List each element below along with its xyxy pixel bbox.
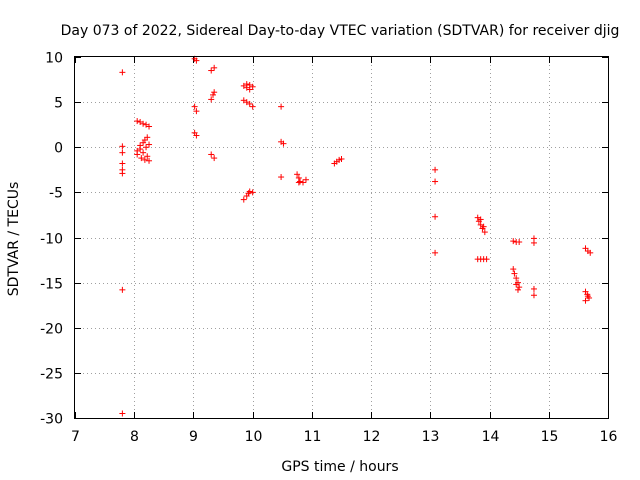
y-tick-label: 0 [54,141,63,157]
data-point [208,67,215,74]
data-point [143,144,150,151]
data-point [432,178,439,185]
y-tick-label: -10 [40,232,63,248]
y-tick-label: -5 [49,186,63,202]
data-point [208,96,215,103]
data-point [511,270,518,277]
data-point [530,285,537,292]
y-tick-label: -30 [40,412,63,428]
data-point [481,229,488,236]
data-point [138,155,145,162]
data-point [119,149,126,156]
data-point [119,160,126,167]
data-point [193,132,200,139]
x-tick-label: 12 [363,429,381,445]
grid-layer [75,57,608,418]
data-point [513,281,520,288]
data-point [278,103,285,110]
data-point [193,57,200,64]
x-tick-label: 8 [130,429,139,445]
data-point [146,123,153,130]
data-point [246,188,253,195]
data-point [243,81,250,88]
data-point [211,89,218,96]
data-point [246,100,253,107]
points-layer [119,55,594,417]
data-point [144,134,151,141]
data-point [119,143,126,150]
y-tick-label: 5 [54,96,63,112]
data-point [432,166,439,173]
data-point [240,196,247,203]
x-tick-label: 9 [189,429,198,445]
y-tick-label: -25 [40,367,63,383]
data-point [191,103,198,110]
y-tick-label: -15 [40,277,63,293]
data-point [278,174,285,181]
data-point [249,103,256,110]
data-point [483,256,490,263]
y-tick-label: 10 [45,51,63,67]
x-tick-label: 10 [245,429,263,445]
x-tick-label: 14 [482,429,500,445]
plot-frame [74,56,609,419]
data-point [119,410,126,417]
data-point [141,156,148,163]
x-tick-label: 15 [541,429,559,445]
data-point [211,155,218,162]
data-point [140,120,147,127]
data-point [280,140,287,147]
data-point [516,239,523,246]
chart-title: Day 073 of 2022, Sidereal Day-to-day VTE… [61,23,620,39]
data-point [477,216,484,223]
data-point [146,157,153,164]
data-point [193,108,200,115]
axes-layer: 7 8 9 10 11 12 13 14 15 16 -30 -25 -20 -15 -10 -5 0 5 10 [40,51,617,446]
data-point [295,179,302,186]
x-tick-label: 11 [304,429,322,445]
data-point [211,64,218,71]
data-point [246,81,253,88]
data-point [587,249,594,256]
data-point [432,249,439,256]
y-axis-title: SDTVAR / TECUs [6,182,22,297]
data-point [294,171,301,178]
data-point [119,286,126,293]
x-tick-label: 13 [422,429,440,445]
data-point [510,266,517,273]
data-point [432,213,439,220]
data-point [119,170,126,177]
data-point [513,275,520,282]
data-point [338,155,345,162]
x-tick-label: 16 [600,429,618,445]
data-point [144,153,151,160]
data-point [140,149,147,156]
data-point [584,293,591,300]
x-tick-label: 7 [71,429,80,445]
data-point [514,286,521,293]
data-point [302,176,309,183]
y-tick-label: -20 [40,322,63,338]
data-point [297,178,304,185]
data-point [134,118,141,125]
data-point [582,297,589,304]
data-point [530,239,537,246]
data-point [249,189,256,196]
data-point [146,141,153,148]
data-point [209,91,216,98]
data-point [208,151,215,158]
x-axis-title: GPS time / hours [281,459,398,475]
data-point [480,223,487,230]
data-point [510,238,517,245]
data-point [119,69,126,76]
data-point [137,142,144,149]
data-point [516,284,523,291]
data-point [530,292,537,299]
